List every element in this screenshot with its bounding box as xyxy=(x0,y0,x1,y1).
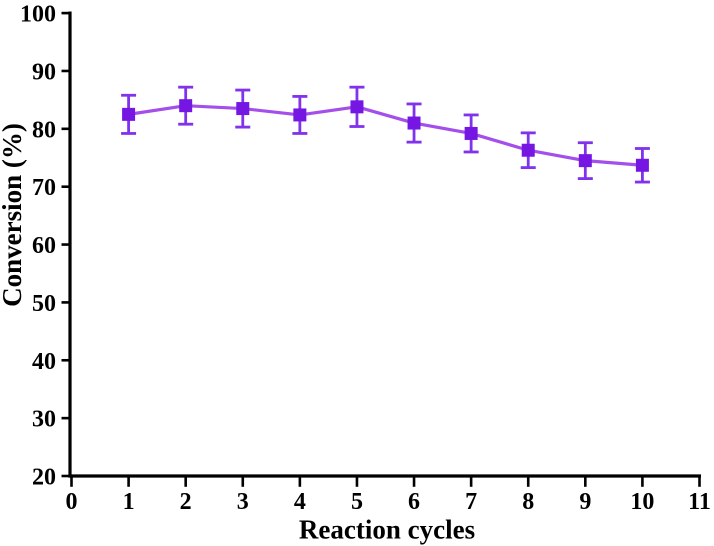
data-point-marker xyxy=(293,108,307,122)
x-tick-label: 4 xyxy=(294,489,306,515)
series-line xyxy=(126,104,645,167)
data-point-marker xyxy=(407,116,421,130)
data-point-marker xyxy=(236,102,250,116)
data-point-marker xyxy=(521,143,535,157)
x-tick-label: 0 xyxy=(66,489,78,515)
data-point-marker xyxy=(635,158,649,172)
x-tick-label: 5 xyxy=(351,489,363,515)
x-tick-label: 3 xyxy=(237,489,249,515)
data-point-marker xyxy=(578,154,592,168)
x-tick-label: 1 xyxy=(123,489,135,515)
y-tick-label: 90 xyxy=(32,59,56,85)
x-axis-label: Reaction cycles xyxy=(299,515,475,545)
y-tick-label: 60 xyxy=(32,233,56,259)
x-tick-label: 7 xyxy=(465,489,477,515)
x-tick-label: 11 xyxy=(688,489,711,515)
x-tick-label: 6 xyxy=(408,489,420,515)
y-tick-label: 50 xyxy=(32,291,56,317)
y-tick-label: 80 xyxy=(32,117,56,143)
x-tick-label: 10 xyxy=(630,489,654,515)
x-tick-label: 8 xyxy=(522,489,534,515)
y-tick-label: 20 xyxy=(32,465,56,491)
y-tick-label: 70 xyxy=(32,175,56,201)
x-tick-label: 2 xyxy=(180,489,192,515)
y-tick-label: 30 xyxy=(32,407,56,433)
data-point-marker xyxy=(464,126,478,140)
data-point-marker xyxy=(179,99,193,113)
data-point-marker xyxy=(122,107,136,121)
y-tick-label: 40 xyxy=(32,349,56,375)
y-tick-label: 100 xyxy=(20,2,56,28)
x-tick-label: 9 xyxy=(579,489,591,515)
data-point-marker xyxy=(350,100,364,114)
y-axis-label: Conversion (%) xyxy=(0,123,27,307)
